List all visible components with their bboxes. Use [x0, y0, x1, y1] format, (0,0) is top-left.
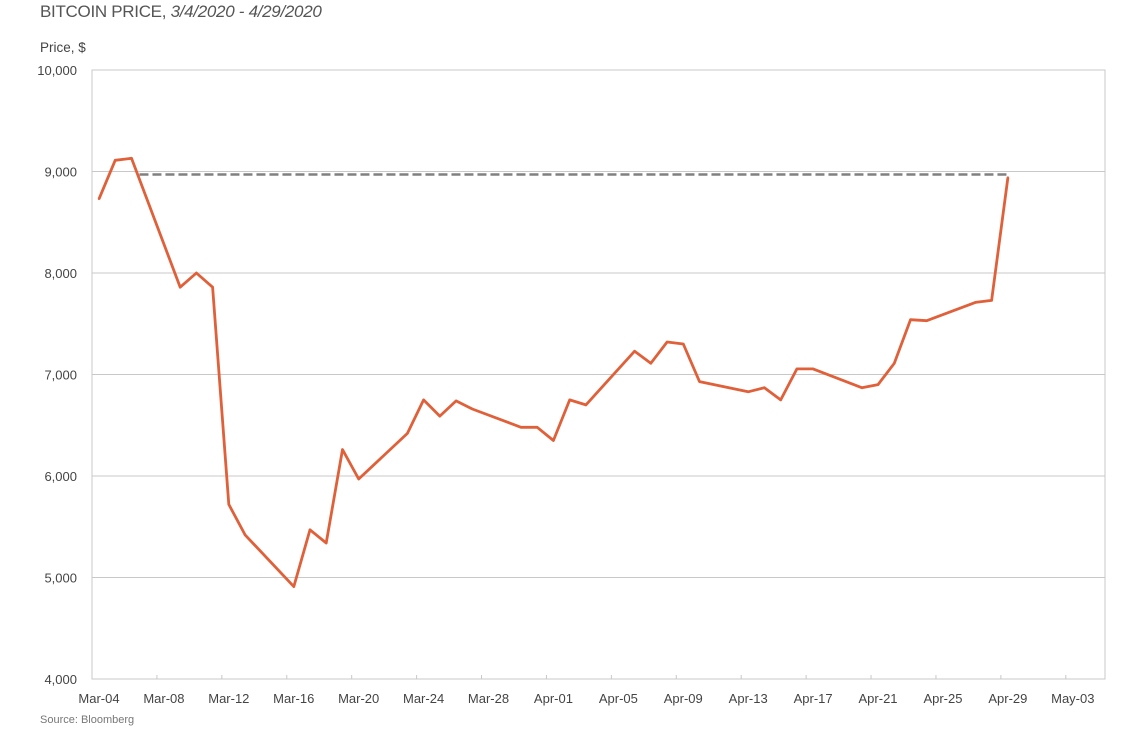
data-point: [195, 271, 198, 275]
x-tick-label: Apr-25: [923, 691, 962, 706]
data-point: [779, 398, 782, 402]
data-point: [536, 426, 539, 429]
data-point: [925, 319, 928, 322]
y-tick-label: 5,000: [44, 571, 77, 586]
data-point: [909, 318, 912, 321]
x-tick-label: Mar-24: [403, 691, 444, 706]
data-point: [763, 386, 766, 389]
data-point: [357, 477, 360, 481]
data-point: [795, 367, 799, 371]
data-point: [325, 541, 328, 545]
data-point: [178, 286, 182, 289]
x-tick-label: Apr-21: [859, 691, 898, 706]
x-tick-label: Mar-16: [273, 691, 314, 706]
x-tick-label: Mar-08: [143, 691, 184, 706]
data-point: [893, 362, 896, 365]
x-tick-label: Apr-17: [794, 691, 833, 706]
data-point: [990, 299, 993, 302]
data-point: [860, 386, 864, 389]
data-point: [552, 439, 555, 442]
data-point: [438, 414, 442, 418]
data-point: [1006, 176, 1010, 179]
title-text: BITCOIN PRICE,: [40, 2, 167, 21]
chart-title: BITCOIN PRICE, 3/4/2020 - 4/29/2020: [40, 2, 322, 22]
x-tick-label: Mar-04: [78, 691, 119, 706]
data-point: [665, 340, 669, 344]
y-axis-label: Price, $: [40, 40, 86, 55]
data-point: [292, 585, 295, 588]
data-point: [811, 367, 815, 371]
y-tick-label: 8,000: [44, 266, 77, 281]
x-tick-label: May-03: [1051, 691, 1094, 706]
data-point: [406, 432, 409, 435]
x-tick-label: Apr-05: [599, 691, 638, 706]
data-point: [422, 398, 425, 402]
data-point: [227, 503, 231, 506]
data-point: [747, 390, 750, 393]
x-tick-label: Mar-20: [338, 691, 379, 706]
subtitle-text: 3/4/2020 - 4/29/2020: [170, 2, 322, 21]
y-tick-label: 7,000: [44, 368, 77, 383]
x-tick-label: Mar-12: [208, 691, 249, 706]
data-point: [584, 403, 588, 407]
data-point: [308, 528, 312, 531]
data-point: [568, 398, 571, 402]
data-point: [682, 342, 685, 346]
x-tick-label: Apr-09: [664, 691, 703, 706]
data-point: [341, 448, 344, 451]
x-tick-label: Apr-13: [729, 691, 768, 706]
data-point: [519, 426, 523, 429]
x-tick-label: Apr-29: [988, 691, 1027, 706]
y-tick-label: 10,000: [37, 63, 77, 78]
data-point: [454, 399, 458, 403]
price-line: [97, 156, 1010, 588]
data-point: [649, 362, 653, 365]
source-note: Source: Bloomberg: [40, 714, 135, 726]
data-point: [243, 533, 247, 537]
data-point: [130, 157, 133, 160]
data-point: [114, 159, 117, 162]
y-tick-label: 4,000: [44, 672, 77, 687]
y-tick-label: 9,000: [44, 165, 77, 180]
data-point: [876, 383, 880, 386]
data-point: [97, 197, 101, 201]
data-point: [471, 407, 474, 411]
data-point: [698, 380, 701, 383]
y-tick-label: 6,000: [44, 469, 77, 484]
data-point: [211, 286, 214, 289]
x-tick-label: Apr-01: [534, 691, 573, 706]
data-point: [974, 301, 977, 304]
x-tick-label: Mar-28: [468, 691, 509, 706]
data-point: [633, 349, 636, 353]
